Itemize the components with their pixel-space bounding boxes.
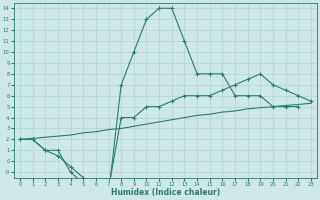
X-axis label: Humidex (Indice chaleur): Humidex (Indice chaleur) [111,188,220,197]
